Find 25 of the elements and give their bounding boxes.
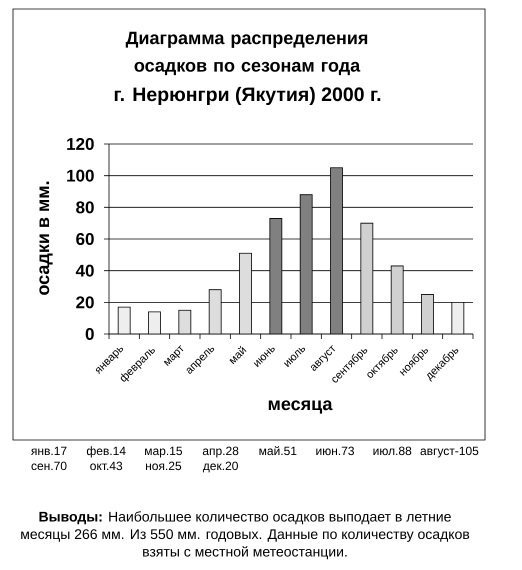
text: май.51 [259, 446, 296, 456]
y-tick-label: 40 [76, 264, 94, 277]
text: окт.43 [90, 462, 122, 470]
text: мар.15 [145, 446, 182, 458]
text: ноя.25 [146, 462, 182, 470]
text: Выводы: Наибольшее количество осадков выподает в летние месяцы 266 мм. Из 550 мм. годовых. Данные по количеству осадков взяты с местной метеостанции. [21, 511, 470, 560]
y-tick-label: 120 [67, 138, 94, 150]
text: сен.70 [32, 462, 67, 470]
chart-title: Диаграмма распределения осадков по сезонам года [126, 32, 368, 76]
y-tick-label: 20 [76, 296, 94, 308]
text: фев.14 [86, 446, 126, 458]
y-tick-label: 100 [67, 170, 94, 182]
y-tick-label: 80 [76, 201, 94, 214]
chart-subtitle: г. Нерюнгри (Якутия) 2000 г. [114, 86, 380, 106]
text: июн.73 [316, 446, 354, 456]
y-tick-label: 60 [76, 232, 94, 246]
text: дек.20 [202, 462, 238, 472]
text: август-105 [420, 446, 478, 458]
y-tick-label: 0 [86, 328, 94, 340]
text: июл.88 [373, 446, 412, 456]
y-axis-title: осадки в мм. [39, 182, 53, 295]
text: апр.28 [202, 446, 238, 458]
x-tick-label: май [229, 346, 246, 364]
x-axis-title: месяца [268, 400, 333, 414]
text: янв.17 [31, 446, 66, 456]
